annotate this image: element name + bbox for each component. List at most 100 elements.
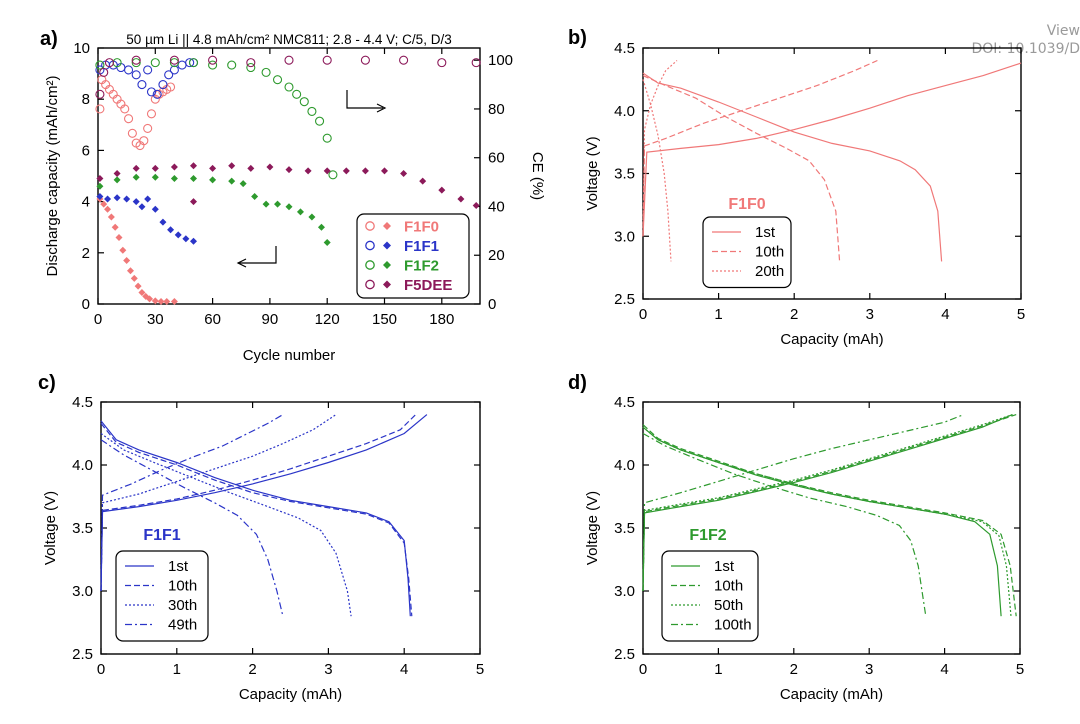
- legend-label: 20th: [755, 263, 784, 280]
- ce-point: [95, 60, 105, 70]
- ce-point: [360, 55, 370, 65]
- legend-label: 30th: [168, 597, 197, 614]
- capacity-point: [104, 195, 112, 203]
- capacity-point: [151, 164, 159, 172]
- x-tick-label: 3: [866, 306, 874, 323]
- capacity-point: [138, 203, 146, 211]
- charge-curve: [642, 414, 964, 592]
- legend-diamond: [383, 241, 391, 250]
- y-tick-label: 4.5: [614, 394, 635, 411]
- capacity-point: [323, 167, 331, 175]
- legend-circle: [365, 240, 375, 251]
- panel-label: a): [40, 28, 58, 50]
- charge-curve: [100, 414, 428, 592]
- series-F5DEE: [95, 55, 481, 209]
- discharge-curve: [642, 72, 943, 262]
- capacity-point: [100, 200, 108, 208]
- x-tick-label: 150: [372, 311, 397, 328]
- capacity-point: [170, 163, 178, 171]
- ce-point: [131, 70, 141, 80]
- legend-box: [115, 550, 209, 642]
- curve-20th: [642, 60, 678, 262]
- legend-label: 10th: [168, 578, 197, 595]
- legend-label: 1st: [714, 558, 735, 575]
- capacity-point: [151, 297, 159, 305]
- ce-point: [164, 70, 174, 80]
- x-axis-label: Capacity (mAh): [239, 686, 342, 703]
- ce-point: [188, 58, 199, 68]
- capacity-point: [138, 288, 146, 296]
- ce-arrow: [346, 90, 383, 109]
- ce-point: [246, 62, 256, 73]
- legend-label: F5DEE: [404, 277, 452, 294]
- legend-box: [356, 213, 470, 299]
- capacity-point: [361, 167, 369, 175]
- capacity-point: [285, 166, 293, 174]
- panel-d: 0 1 2 3 4 5 2.5 3.0 3.5 4.0 4.5 d) Capacity (mAh) Vol…: [568, 372, 1024, 703]
- capacity-point: [342, 167, 350, 175]
- x-tick-label: 4: [941, 306, 949, 323]
- legend-label: 50th: [714, 597, 743, 614]
- watermark: View DOI: 10.1039/D: [972, 22, 1080, 58]
- x-tick-label: 1: [714, 306, 722, 323]
- ce-point: [137, 80, 147, 90]
- y-tick-label: 2.5: [72, 646, 93, 663]
- panel-b: 0 1 2 3 4 5 2.5 3.0 3.5 4.0 4.5 b) Capacity (mAh) Vol…: [568, 27, 1025, 348]
- capacity-point: [438, 186, 446, 194]
- x-tick-label: 3: [865, 661, 873, 678]
- discharge-curve: [642, 79, 672, 262]
- ce-point: [120, 104, 130, 114]
- charge-curve: [642, 60, 678, 237]
- capacity-point: [400, 169, 408, 177]
- capacity-point: [96, 182, 104, 190]
- discharge-curve: [642, 426, 1012, 617]
- ce-point: [284, 55, 294, 65]
- capacity-point: [151, 205, 159, 213]
- series-F1F0: [95, 75, 178, 305]
- x-tick-label: 60: [204, 311, 221, 328]
- panel-label: d): [568, 372, 587, 394]
- ce-point: [95, 89, 105, 99]
- legend: 1st 10th 20th: [702, 216, 792, 289]
- y-tick-label: 4.0: [614, 457, 635, 474]
- ce-point: [131, 58, 141, 68]
- ce-point: [208, 55, 218, 65]
- capacity-point: [239, 180, 247, 188]
- ce-point: [152, 89, 162, 99]
- charge-curve: [100, 414, 337, 592]
- y-tick-label: 2.5: [614, 291, 635, 308]
- curve-1st: [642, 62, 1022, 262]
- ce-point: [292, 89, 302, 99]
- charge-curve: [100, 414, 417, 592]
- charge-curve: [642, 62, 1022, 237]
- legend-box: [661, 550, 759, 642]
- capacity-point: [167, 226, 175, 234]
- x-tick-label: 2: [790, 661, 798, 678]
- legend-label: 100th: [714, 617, 752, 634]
- y-tick-label: 2.5: [614, 646, 635, 663]
- legend-label: F1F2: [404, 258, 439, 275]
- capacity-point: [228, 177, 236, 185]
- ce-point: [99, 67, 109, 77]
- panel-label: b): [568, 27, 587, 49]
- capacity-point: [159, 218, 167, 226]
- capacity-point: [381, 167, 388, 175]
- ce-point: [158, 80, 168, 90]
- ce-point: [322, 55, 332, 65]
- capacity-point: [107, 213, 115, 221]
- capacity-point: [130, 274, 138, 282]
- ce-point: [127, 128, 137, 138]
- ce-point: [261, 67, 271, 77]
- capacity-point: [274, 200, 282, 208]
- ce-point: [169, 58, 179, 68]
- discharge-curve: [642, 432, 927, 617]
- curve-100th: [642, 414, 964, 617]
- ce-point: [143, 123, 153, 134]
- chart-title: 50 µm Li || 4.8 mAh/cm² NMC811; 2.8 - 4.…: [126, 32, 451, 47]
- ce-point: [307, 106, 317, 116]
- y2-tick-label: 0: [488, 296, 496, 313]
- capacity-point: [182, 235, 190, 243]
- ce-point: [437, 58, 447, 68]
- legend-diamond: [383, 280, 391, 289]
